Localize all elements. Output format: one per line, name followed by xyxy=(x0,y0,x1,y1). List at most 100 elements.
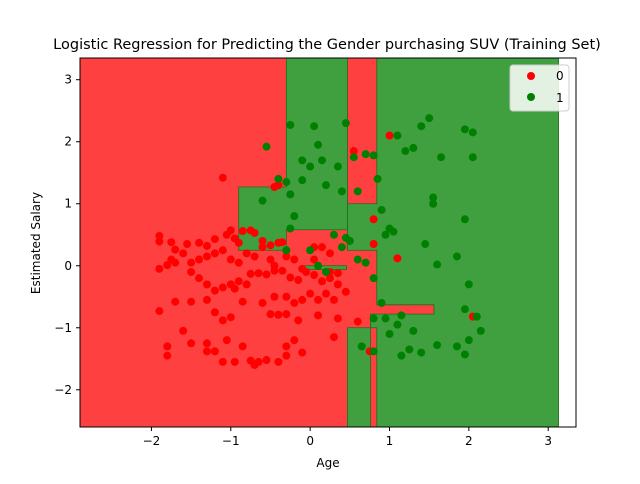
series-0-point xyxy=(226,313,235,322)
series-1-point xyxy=(464,336,473,345)
series-0-point xyxy=(187,339,196,348)
series-1-point xyxy=(429,199,438,208)
series-0-point xyxy=(290,298,299,307)
series-0-point xyxy=(187,297,196,306)
series-1-point xyxy=(369,347,378,356)
series-0-point xyxy=(171,297,180,306)
series-1-point xyxy=(405,345,414,354)
series-0-point xyxy=(238,227,247,236)
series-0-points xyxy=(155,131,477,369)
series-0-point xyxy=(210,286,219,295)
series-1-point xyxy=(353,255,362,264)
series-0-point xyxy=(274,357,283,366)
series-0-point xyxy=(322,289,331,298)
series-1-point xyxy=(369,314,378,323)
series-0-point xyxy=(230,284,239,293)
series-0-point xyxy=(238,342,247,351)
series-0-point xyxy=(202,295,211,304)
series-1-point xyxy=(357,342,366,351)
y-tick-label: 0 xyxy=(64,259,72,273)
x-tick-label: −2 xyxy=(143,434,161,448)
series-1-point xyxy=(322,267,331,276)
series-1-point xyxy=(452,252,461,261)
legend-box xyxy=(509,64,570,112)
series-0-point xyxy=(262,270,271,279)
series-0-point xyxy=(294,276,303,285)
series-0-point xyxy=(333,314,342,323)
y-axis: −2 −1 0 1 2 3 xyxy=(54,73,80,397)
series-0-point xyxy=(258,298,267,307)
series-0-point xyxy=(270,292,279,301)
series-1-point xyxy=(377,205,386,214)
series-0-point xyxy=(333,269,342,278)
series-0-point xyxy=(329,333,338,342)
series-0-point xyxy=(290,255,299,264)
series-0-point xyxy=(254,357,263,366)
series-0-point xyxy=(302,267,311,276)
series-1-point xyxy=(433,260,442,269)
series-0-point xyxy=(218,173,227,182)
series-1-point xyxy=(337,243,346,252)
series-0-point xyxy=(353,317,362,326)
series-0-point xyxy=(202,339,211,348)
series-0-point xyxy=(298,295,307,304)
series-0-point xyxy=(234,277,243,286)
series-0-point xyxy=(218,246,227,255)
series-0-point xyxy=(282,342,291,351)
series-1-point xyxy=(310,122,319,131)
series-0-point xyxy=(242,280,251,289)
series-1-point xyxy=(460,215,469,224)
series-0-point xyxy=(262,356,271,365)
series-1-point xyxy=(282,246,291,255)
series-0-point xyxy=(187,267,196,276)
series-1-point xyxy=(361,258,370,267)
series-0-point xyxy=(369,215,378,224)
series-0-point xyxy=(286,273,295,282)
series-0-point xyxy=(341,287,350,296)
series-1-point xyxy=(468,153,477,162)
series-0-point xyxy=(282,310,291,319)
series-0-point xyxy=(163,342,172,351)
series-0-point xyxy=(325,249,334,258)
series-0-point xyxy=(266,310,275,319)
series-1-point xyxy=(341,119,350,128)
series-0-point xyxy=(246,269,255,278)
series-1-point xyxy=(476,326,485,335)
series-0-point xyxy=(290,336,299,345)
series-1-point xyxy=(393,320,402,329)
series-0-point xyxy=(202,241,211,250)
series-1-point xyxy=(460,125,469,134)
legend-marker-1 xyxy=(527,93,535,101)
series-1-point xyxy=(322,181,331,190)
series-0-point xyxy=(385,131,394,140)
series-1-point xyxy=(298,176,307,185)
series-0-point xyxy=(155,231,164,240)
series-0-point xyxy=(155,264,164,273)
series-0-point xyxy=(274,310,283,319)
series-1-point xyxy=(397,351,406,360)
series-0-point xyxy=(329,295,338,304)
series-1-point xyxy=(472,312,481,321)
x-tick-label: 2 xyxy=(465,434,473,448)
series-0-point xyxy=(282,351,291,360)
series-1-point xyxy=(286,190,295,199)
y-tick-label: 3 xyxy=(64,73,72,87)
series-0-point xyxy=(226,226,235,235)
series-1-points xyxy=(258,114,485,360)
y-tick-label: 2 xyxy=(64,135,72,149)
series-1-point xyxy=(393,131,402,140)
series-0-point xyxy=(195,255,204,264)
series-1-point xyxy=(460,350,469,359)
series-0-point xyxy=(222,336,231,345)
series-0-point xyxy=(318,277,327,286)
x-tick-label: 3 xyxy=(544,434,552,448)
series-1-point xyxy=(381,314,390,323)
series-0-point xyxy=(314,311,323,320)
series-0-point xyxy=(163,261,172,270)
series-0-point xyxy=(210,347,219,356)
series-1-point xyxy=(353,187,362,196)
series-1-point xyxy=(429,193,438,202)
series-0-point xyxy=(282,252,291,261)
series-0-point xyxy=(234,258,243,267)
